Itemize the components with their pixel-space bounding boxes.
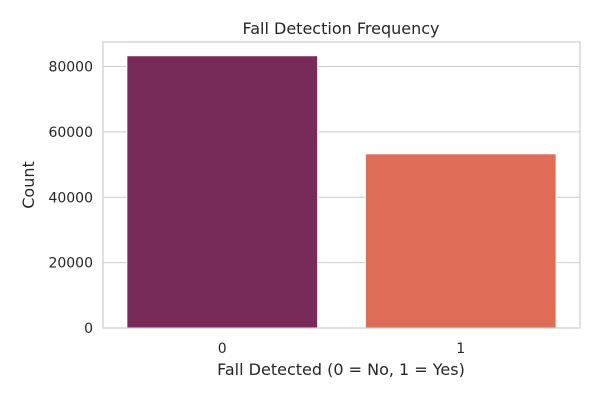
x-tick-label-0: 0 bbox=[218, 341, 227, 357]
bar-0 bbox=[126, 55, 319, 329]
y-axis-label: Count bbox=[19, 161, 38, 209]
x-axis-label: Fall Detected (0 = No, 1 = Yes) bbox=[217, 360, 465, 379]
x-tick-label-1: 1 bbox=[456, 341, 465, 357]
y-tick-label: 80000 bbox=[48, 60, 93, 76]
y-tick-label: 40000 bbox=[48, 190, 93, 206]
y-tick-labels: 0 20000 40000 60000 80000 bbox=[48, 60, 93, 337]
bars bbox=[126, 55, 557, 329]
y-tick-label: 0 bbox=[84, 321, 93, 337]
y-tick-label: 60000 bbox=[48, 125, 93, 141]
chart-title: Fall Detection Frequency bbox=[243, 19, 440, 38]
plot-frame bbox=[102, 41, 581, 329]
y-tick-label: 20000 bbox=[48, 256, 93, 272]
bar-1 bbox=[364, 153, 557, 329]
